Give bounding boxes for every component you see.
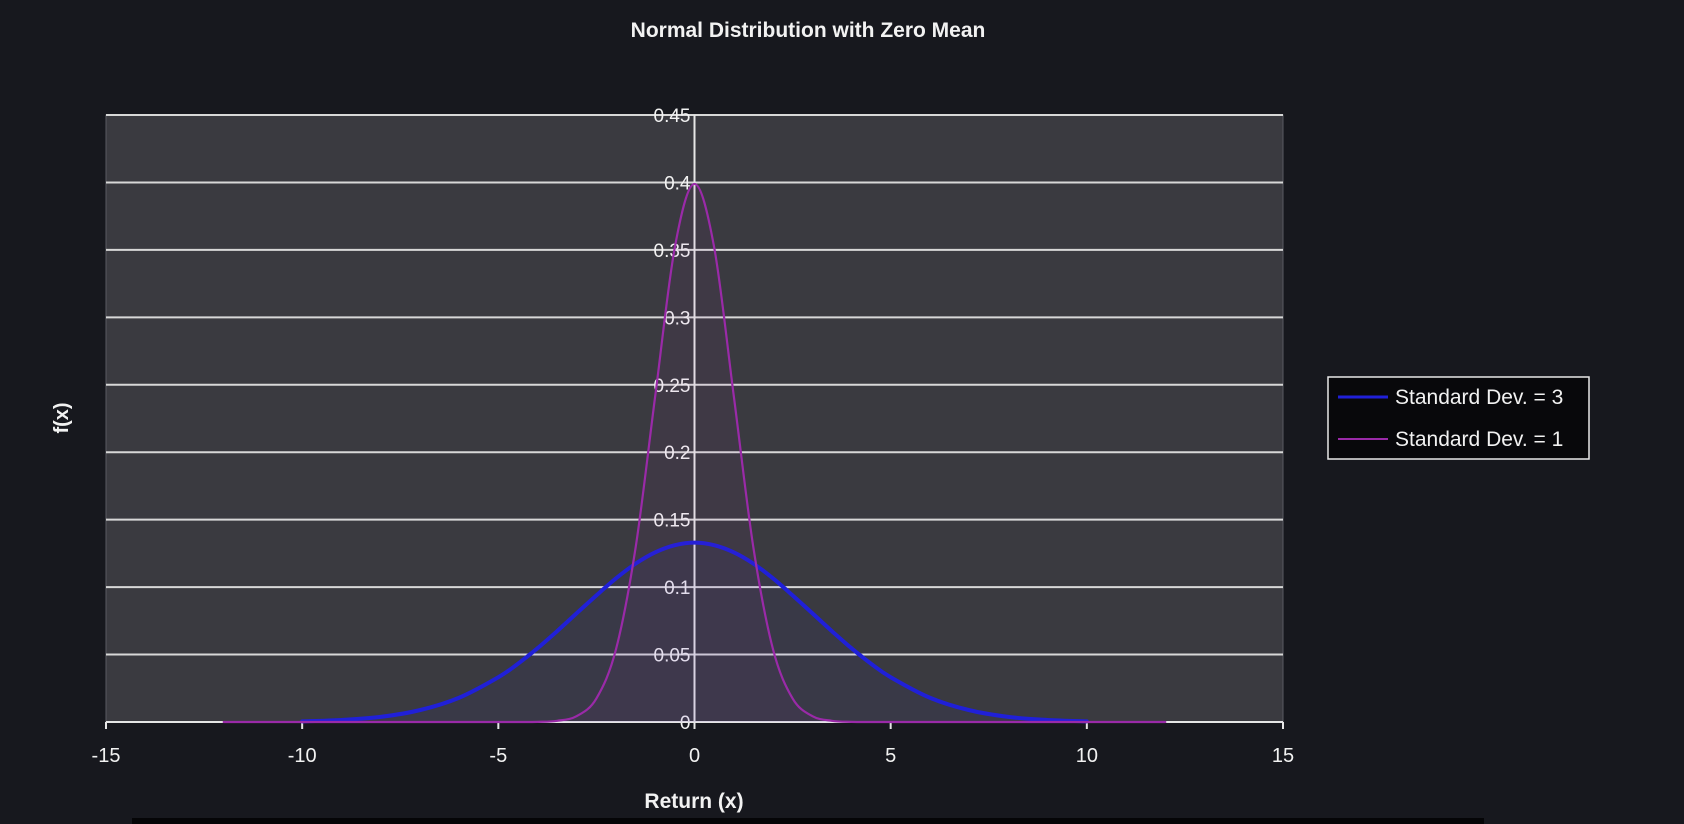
series-area-1	[223, 183, 1166, 723]
series-layer	[222, 182, 1167, 724]
legend: Standard Dev. = 3 Standard Dev. = 1	[1327, 376, 1590, 460]
series-line-0	[300, 540, 1089, 724]
y-tick-label: 0.15	[654, 511, 691, 532]
x-tick-label: -15	[92, 745, 121, 767]
x-tick-label: 5	[885, 745, 896, 767]
legend-box	[1327, 376, 1590, 460]
x-tick-label: -5	[489, 745, 507, 767]
y-axis: 0 0.05 0.1 0.15 0.2 0.25 0.3 0.35 0.4 0.45	[654, 106, 696, 734]
y-axis-label: f(x)	[51, 402, 73, 433]
y-tick-label: 0.05	[654, 646, 691, 667]
chart-title: Normal Distribution with Zero Mean	[631, 19, 986, 42]
y-tick-label: 0.2	[664, 443, 690, 464]
y-tick-label: 0	[680, 713, 691, 734]
bottom-bar	[132, 818, 1484, 824]
series-area-0	[302, 542, 1087, 722]
y-tick-label: 0.1	[664, 578, 690, 599]
legend-label-sd1: Standard Dev. = 1	[1395, 428, 1563, 451]
x-tick-label: 0	[689, 745, 700, 767]
y-tick-label: 0.25	[654, 376, 691, 397]
y-tick-label: 0.45	[654, 106, 691, 127]
x-axis-label: Return (x)	[644, 790, 743, 813]
x-tick-label: -10	[288, 745, 317, 767]
x-tick-label: 15	[1272, 745, 1294, 767]
x-axis: -15 -10 -5 0 5 10 15	[92, 721, 1294, 767]
series-line-1	[222, 182, 1167, 724]
y-tick-label: 0.3	[664, 308, 690, 329]
legend-label-sd3: Standard Dev. = 3	[1395, 386, 1563, 409]
y-tick-label: 0.35	[654, 241, 691, 262]
x-tick-label: 10	[1076, 745, 1098, 767]
y-tick-label: 0.4	[664, 173, 691, 194]
